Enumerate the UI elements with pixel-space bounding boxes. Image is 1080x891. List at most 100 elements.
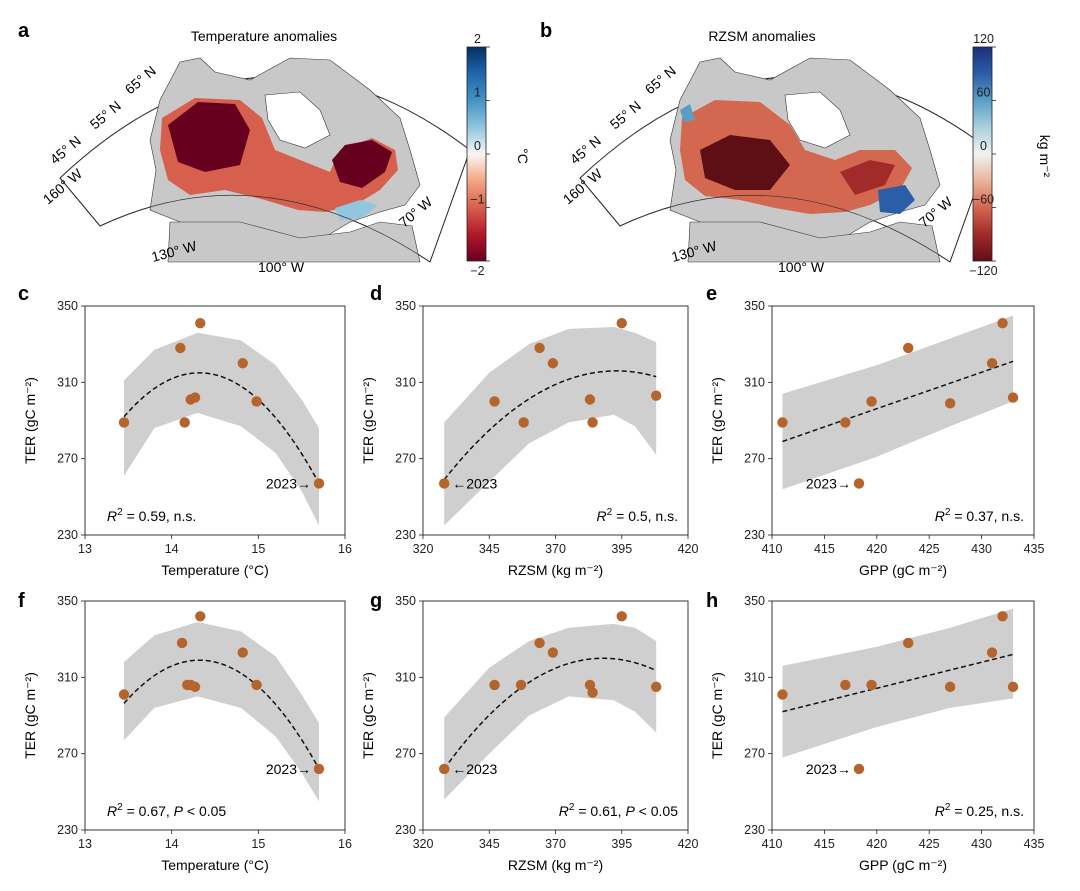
r2-symbol: R [107,508,117,524]
y-tick-label: 230 [57,528,78,542]
colorbar-tick-label: 0 [980,139,987,153]
x-tick-label: 420 [678,542,699,556]
map-a-border [99,194,431,263]
confidence-band [782,315,1014,490]
fit-line [782,360,1014,443]
r2-annotation: R2 = 0.67, P < 0.05 [107,802,226,819]
colorbar-b-label: kg m⁻² [1037,135,1053,178]
panel-label-c: c [18,283,29,305]
y-tick-label: 310 [395,670,416,684]
p-value: < 0.05 [635,803,678,819]
y-tick-label: 230 [744,528,765,542]
data-point [866,679,877,691]
r2-annotation: R2 = 0.37, n.s. [935,507,1024,524]
highlight-2023-label: 2023→ [266,475,311,491]
data-point [313,478,325,489]
y-tick-label: 310 [57,670,78,684]
x-tick-label: 420 [866,542,887,556]
fit-line [443,657,657,770]
y-tick-label: 270 [395,747,416,761]
map-a-lat-55: 55° N [87,97,124,132]
y-tick-label: 230 [395,823,416,837]
data-point [616,317,627,329]
data-point [489,396,500,407]
colorbar-tick-label: −120 [969,264,997,278]
x-axis-label: Temperature (°C) [161,857,269,873]
data-point [997,317,1008,329]
x-tick-label: 410 [762,837,783,851]
confidence-band [782,608,1014,758]
x-tick-label: 13 [78,542,92,556]
x-tick-label: 415 [814,837,835,851]
x-tick-label: 420 [866,837,887,851]
data-point [237,358,248,369]
y-axis-label: TER (gC m⁻²) [360,377,376,464]
y-tick-label: 310 [395,375,416,389]
x-tick-label: 370 [545,837,566,851]
x-axis-label: GPP (gC m⁻²) [859,857,947,873]
colorbar-b [972,46,993,262]
x-tick-label: 430 [971,837,992,851]
highlight-2023-label: ←2023 [452,761,497,777]
scatter-panel-e: e 410 415 420 425 430 435 230 270 310 350 GPP (gC m… [706,283,1044,578]
scatter-panel-h: h 410 415 420 425 430 435 230 270 310 350 GPP (gC m… [706,590,1044,873]
panel-label-d: d [370,283,382,305]
map-a-usa [167,221,421,263]
y-tick-label: 270 [57,747,78,761]
data-point [518,417,529,428]
r2-superscript: 2 [117,802,123,813]
y-axis-label: TER (gC m⁻²) [709,672,725,759]
map-b-lat-65: 65° N [642,62,679,97]
y-tick-label: 230 [395,528,416,542]
data-point [853,763,865,775]
map-b-border [619,194,951,263]
map-a-cool-spot [335,200,378,220]
data-point [997,611,1008,622]
x-tick-label: 395 [611,542,632,556]
r2-superscript: 2 [945,507,951,518]
r2-value: = 0.67, [123,803,170,819]
r2-value: = 0.37, n.s. [950,508,1024,524]
highlight-2023-label: 2023→ [806,761,851,777]
data-point [515,679,527,691]
data-point [587,417,598,428]
map-b-wet-spot-west [680,104,695,122]
x-tick-label: 15 [251,542,265,556]
map-a-hudson-bay [264,91,331,149]
confidence-band [444,623,657,800]
panel-label-h: h [706,590,718,612]
colorbar-a-label: °C [515,148,531,164]
colorbar-tick-label: 120 [973,32,994,46]
map-b-wet-spot [878,185,915,214]
data-point [840,679,851,691]
data-point [439,478,450,489]
data-point [313,763,325,775]
data-point [616,611,627,622]
x-tick-label: 320 [413,542,434,556]
r2-annotation: R2 = 0.59, n.s. [107,507,196,524]
fit-line [123,659,320,770]
data-point [251,679,262,691]
data-point [118,417,130,428]
x-tick-label: 345 [479,837,500,851]
map-a-hot-core-west [168,102,250,172]
data-point [986,647,998,658]
data-point [777,689,788,700]
data-point [251,396,262,407]
x-tick-label: 420 [678,837,699,851]
r2-annotation: R2 = 0.5, n.s. [597,507,678,524]
data-point [651,681,662,693]
data-point [118,689,130,700]
map-b-usa [687,221,941,263]
r2-symbol: R [935,803,945,819]
x-tick-label: 16 [338,542,352,556]
map-a-hot-core-east [332,140,392,188]
r2-superscript: 2 [945,802,951,813]
x-axis-label: GPP (gC m⁻²) [859,562,947,578]
data-point [176,637,188,649]
map-b-hudson-bay [784,91,851,149]
map-panel-a: a Temperature anomalies 65° N 55° N 45° … [18,20,531,278]
x-axis-label: Temperature (°C) [161,562,269,578]
data-point [547,358,559,369]
